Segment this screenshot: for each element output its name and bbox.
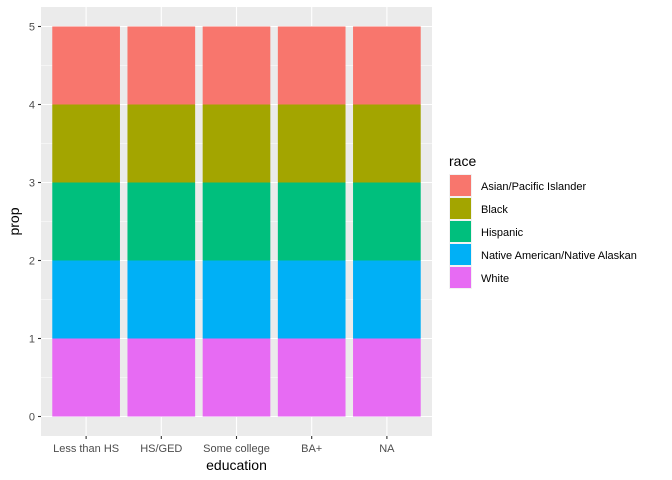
x-tick-label: NA (379, 443, 395, 455)
legend-label: Hispanic (481, 227, 524, 239)
bar-segment-white-1 (127, 338, 196, 417)
bar-segment-hispanic-3 (277, 182, 346, 261)
y-tick-label: 3 (29, 178, 35, 190)
legend-swatch (450, 175, 471, 196)
bar-segment-native-american-native-alaskan-4 (353, 260, 421, 339)
legend-swatch (450, 221, 471, 242)
bar-segment-black-4 (353, 104, 421, 183)
legend: race Asian/Pacific Islander Black Hispanic… (449, 153, 637, 289)
bar-segment-native-american-native-alaskan-0 (52, 260, 120, 339)
bar-segment-hispanic-0 (52, 182, 120, 261)
x-tick-label: BA+ (301, 443, 322, 455)
bar-segment-asian-pacific-islander-1 (127, 26, 196, 105)
legend-swatch (450, 198, 471, 219)
bar-segment-asian-pacific-islander-4 (353, 26, 421, 105)
bar-segment-white-4 (353, 338, 421, 417)
y-tick-label: 1 (29, 334, 35, 346)
bar-segment-native-american-native-alaskan-1 (127, 260, 196, 339)
bar-segment-hispanic-2 (202, 182, 271, 261)
bar-segment-black-1 (127, 104, 196, 183)
bar-segment-hispanic-1 (127, 182, 196, 261)
x-tick-label: HS/GED (140, 443, 182, 455)
x-tick-label: Some college (203, 443, 270, 455)
x-axis: Less than HS HS/GED Some college BA+ NA (53, 436, 395, 455)
bar-segment-black-3 (277, 104, 346, 183)
y-axis-title: prop (6, 207, 22, 235)
y-tick-label: 0 (29, 412, 35, 424)
bar-segment-asian-pacific-islander-2 (202, 26, 271, 105)
x-tick-label: Less than HS (53, 443, 119, 455)
legend-label: White (481, 273, 509, 285)
y-tick-label: 4 (29, 100, 35, 112)
legend-swatch (450, 267, 471, 288)
bar-segment-asian-pacific-islander-0 (52, 26, 120, 105)
bar-segment-hispanic-4 (353, 182, 421, 261)
bar-segment-black-0 (52, 104, 120, 183)
bar-segment-white-3 (277, 338, 346, 417)
bar-segment-white-0 (52, 338, 120, 417)
y-tick-label: 5 (29, 22, 35, 34)
bar-segment-white-2 (202, 338, 271, 417)
bar-segment-native-american-native-alaskan-2 (202, 260, 271, 339)
bar-segment-asian-pacific-islander-3 (277, 26, 346, 105)
x-axis-title: education (206, 457, 267, 473)
legend-title: race (449, 153, 476, 169)
bar-segment-black-2 (202, 104, 271, 183)
y-tick-label: 2 (29, 256, 35, 268)
bar-segment-native-american-native-alaskan-3 (277, 260, 346, 339)
legend-label: Native American/Native Alaskan (481, 250, 637, 262)
legend-swatch (450, 244, 471, 265)
y-axis: 0 1 2 3 4 5 (29, 22, 41, 424)
legend-label: Asian/Pacific Islander (481, 181, 586, 193)
bars (52, 26, 421, 417)
legend-label: Black (481, 204, 508, 216)
